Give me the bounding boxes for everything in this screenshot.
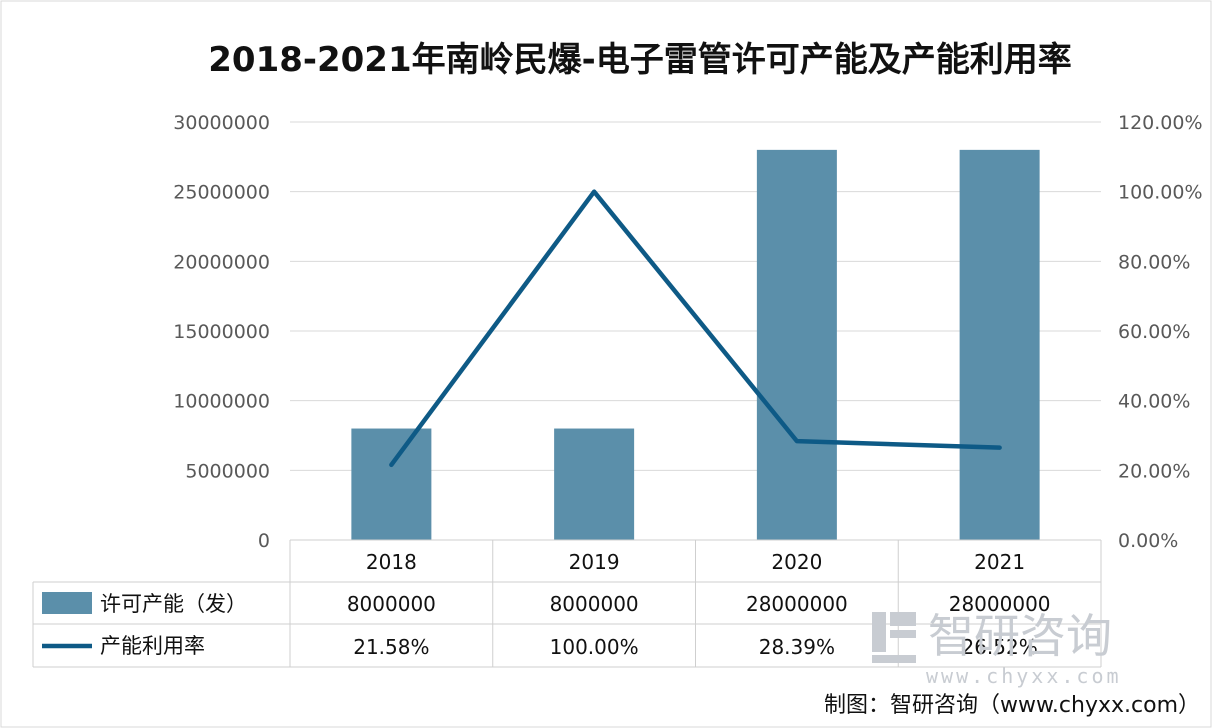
category-label: 2020	[771, 550, 822, 574]
right-axis-tick-label: 20.00%	[1118, 460, 1190, 482]
line-value-cell: 100.00%	[550, 635, 639, 659]
right-axis-tick-label: 100.00%	[1118, 182, 1203, 204]
watermark-text: 智研咨询	[928, 609, 1112, 663]
category-label: 2018	[366, 550, 417, 574]
category-label: 2019	[569, 550, 620, 574]
legend-line-label: 产能利用率	[100, 634, 205, 658]
right-axis-tick-label: 60.00%	[1118, 321, 1190, 343]
watermark-logo-icon	[872, 612, 916, 663]
line-series	[389, 189, 1002, 468]
right-axis-tick-label: 80.00%	[1118, 251, 1190, 273]
category-label: 2021	[974, 550, 1025, 574]
bar	[959, 149, 1040, 540]
line-value-cell: 21.58%	[353, 635, 429, 659]
bar-series	[351, 149, 1040, 540]
bar	[351, 428, 432, 540]
line-path	[389, 189, 1002, 468]
left-axis-tick-label: 25000000	[173, 182, 270, 204]
right-axis-tick-label: 40.00%	[1118, 391, 1190, 413]
right-axis: 0.00% 20.00% 40.00% 60.00% 80.00% 100.00% 120.…	[1118, 112, 1203, 552]
chart-title: 2018-2021年南岭民爆-电子雷管许可产能及产能利用率	[208, 40, 1071, 80]
line-value-cell: 28.39%	[759, 635, 835, 659]
bar-value-cell: 8000000	[550, 592, 639, 616]
watermark: 智研咨询 www.chyxx.com	[872, 609, 1122, 688]
line-value-cell: 26.52%	[961, 635, 1037, 659]
bar	[554, 428, 635, 540]
legend-bar-label: 许可产能（发）	[100, 592, 247, 616]
left-axis-tick-label: 0	[258, 530, 270, 552]
left-axis-tick-label: 5000000	[185, 460, 270, 482]
right-axis-tick-label: 0.00%	[1118, 530, 1178, 552]
bar-value-cell: 28000000	[949, 592, 1051, 616]
right-axis-tick-label: 120.00%	[1118, 112, 1203, 134]
left-axis-tick-label: 30000000	[173, 112, 270, 134]
bar-value-cell: 28000000	[746, 592, 848, 616]
watermark-url: www.chyxx.com	[926, 664, 1122, 688]
bar-value-cell: 8000000	[347, 592, 436, 616]
bar	[756, 149, 837, 540]
left-axis-tick-label: 10000000	[173, 391, 270, 413]
left-axis: 0 5000000 10000000 15000000 20000000 25000000…	[173, 112, 270, 552]
left-axis-tick-label: 15000000	[173, 321, 270, 343]
data-table: 2018 8000000 21.58% 2019 8000000 100.00% 2020 2…	[32, 539, 1102, 668]
left-axis-tick-label: 20000000	[173, 251, 270, 273]
source-note: 制图：智研咨询（www.chyxx.com）	[824, 693, 1200, 718]
legend-bar-swatch	[42, 592, 92, 614]
